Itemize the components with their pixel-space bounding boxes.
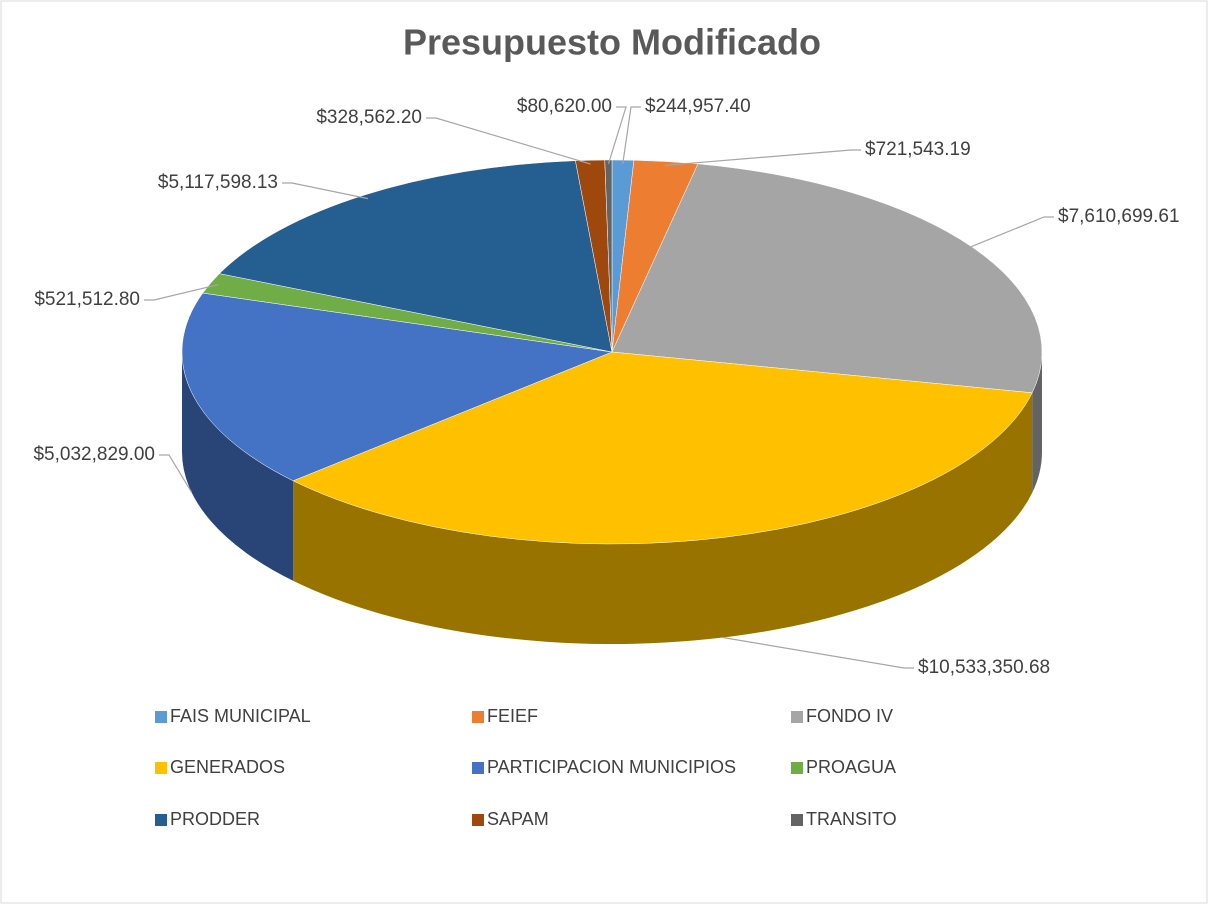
data-label: $521,512.80 (34, 289, 140, 310)
data-label: $328,562.20 (316, 107, 422, 128)
slice (611, 163, 1043, 394)
legend-swatch (791, 711, 803, 723)
leader-line (607, 106, 627, 165)
legend-label: FEIEF (487, 706, 538, 726)
legend-label: PRODDER (170, 809, 260, 829)
legend-label: SAPAM (487, 809, 549, 829)
slice-side (293, 392, 1033, 644)
leader-line (426, 117, 591, 165)
leader-line (964, 216, 1054, 250)
leader-line (622, 106, 641, 164)
legend-swatch (155, 814, 167, 826)
leader-line (282, 182, 369, 200)
slice-side (182, 352, 294, 581)
legend-label: FONDO IV (806, 706, 893, 726)
legend-swatch (155, 762, 167, 774)
slice (292, 351, 1033, 545)
leader-line (144, 284, 219, 301)
legend-swatch (155, 711, 167, 723)
legend-swatch (791, 814, 803, 826)
data-label: $5,117,598.13 (158, 172, 278, 193)
data-label: $7,610,699.61 (1058, 206, 1180, 227)
legend-label: PROAGUA (806, 757, 896, 777)
data-label: $5,032,829.00 (33, 444, 155, 465)
leader-line (722, 636, 914, 669)
slice-side (1032, 352, 1042, 493)
data-label: $10,533,350.68 (918, 657, 1050, 678)
data-label: $721,543.19 (865, 139, 971, 160)
legend-swatch (791, 762, 803, 774)
leader-line (664, 149, 861, 166)
chart-title: Presupuesto Modificado (403, 22, 821, 63)
legend-label: TRANSITO (806, 809, 897, 829)
leader-line (159, 454, 193, 493)
legend-label: PARTICIPACION MUNICIPIOS (487, 757, 736, 777)
legend-swatch (472, 762, 484, 774)
legend-label: GENERADOS (170, 757, 285, 777)
slice (218, 160, 613, 353)
legend-swatch (472, 711, 484, 723)
data-label: $80,620.00 (517, 96, 612, 117)
legend-label: FAIS MUNICIPAL (170, 706, 311, 726)
data-label: $244,957.40 (645, 96, 751, 117)
slice (604, 159, 613, 353)
legend-swatch (472, 814, 484, 826)
slice (181, 292, 613, 482)
